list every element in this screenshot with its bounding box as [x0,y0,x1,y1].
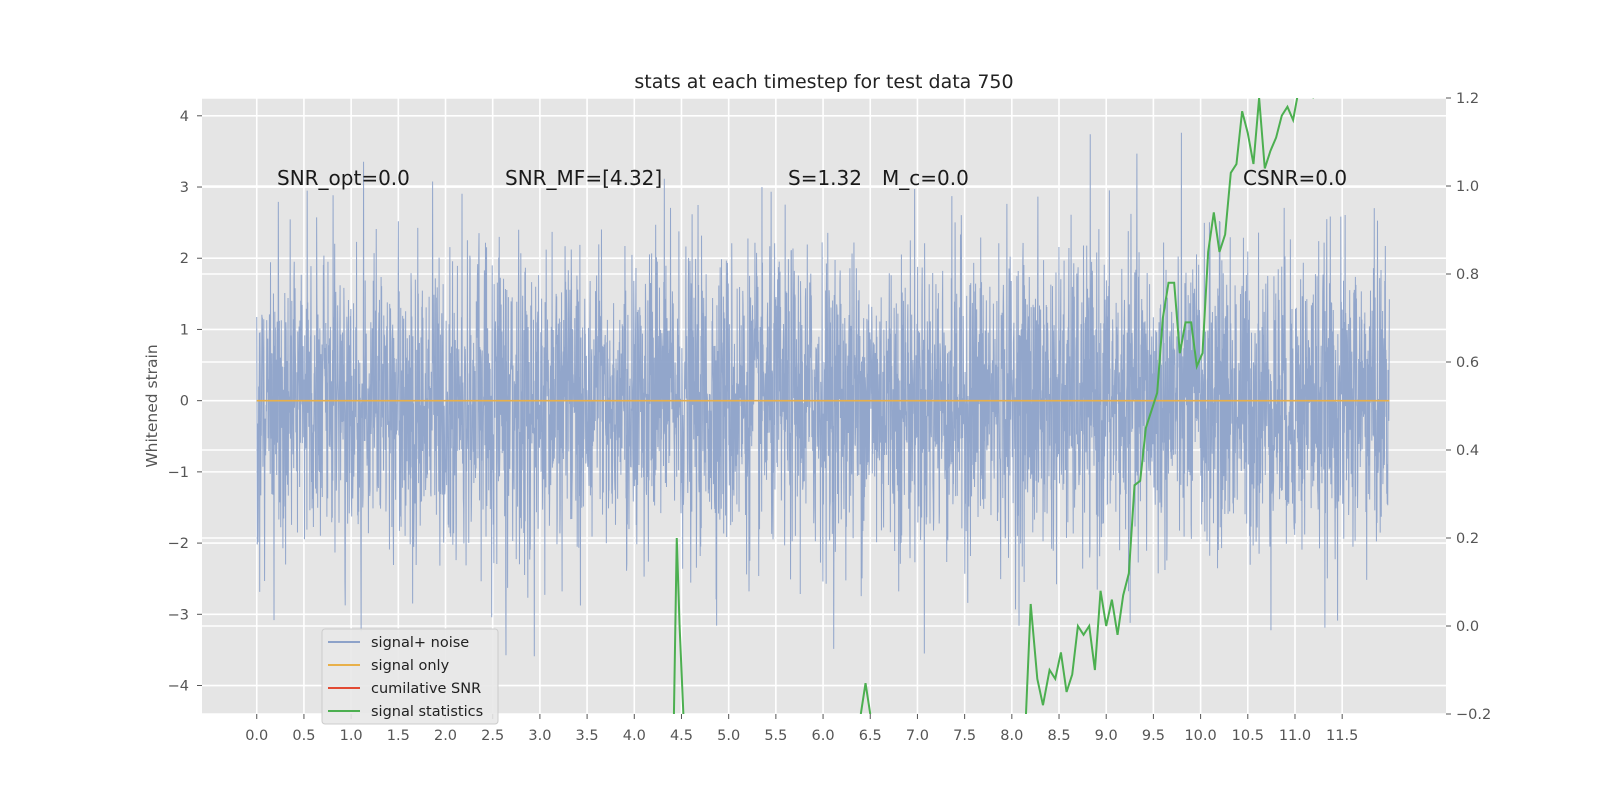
x-tick-label: 11.5 [1326,728,1358,744]
x-tick-label: 0.5 [292,728,315,744]
y2-tick-label: 1.2 [1456,91,1479,107]
x-tick-label: 4.5 [670,728,693,744]
annotation-3: M_c=0.0 [882,166,969,190]
x-tick-label: 10.5 [1232,728,1264,744]
x-tick-label: 2.0 [434,728,457,744]
y2-tick-label: −0.2 [1456,707,1491,723]
y-tick-label: −1 [168,465,189,481]
series-signal-statistics [672,537,685,714]
x-tick-label: 2.5 [481,728,504,744]
y-tick-label: 2 [180,251,189,267]
y2-tick-label: 0.0 [1456,619,1479,635]
series-signal-plus-noise [256,132,1390,657]
series-signal-statistics [1024,98,1314,714]
legend-entry: cumilative SNR [371,681,481,697]
legend-entry: signal+ noise [371,635,469,651]
y2-tick-label: 0.8 [1456,267,1479,283]
x-tick-label: 0.0 [245,728,268,744]
annotation-4: CSNR=0.0 [1243,166,1347,190]
y-tick-label: 0 [180,394,189,410]
series-signal-statistics [859,683,872,714]
x-tick-label: 9.0 [1095,728,1118,744]
y-tick-label: −3 [168,607,189,623]
chart-title: stats at each timestep for test data 750 [634,71,1013,93]
x-tick-label: 8.0 [1000,728,1023,744]
annotation-0: SNR_opt=0.0 [277,166,410,190]
x-tick-label: 9.5 [1142,728,1165,744]
annotations: SNR_opt=0.0 SNR_MF=[4.32] S=1.32 M_c=0.0 CSN… [277,166,1347,190]
x-tick-label: 7.5 [953,728,976,744]
y-tick-label: 4 [180,109,189,125]
x-tick-label: 3.0 [528,728,551,744]
y2-tick-label: 1.0 [1456,179,1479,195]
y2-tick-label: 0.6 [1456,355,1479,371]
x-tick-label: 8.5 [1047,728,1070,744]
y2-tick-label: 0.4 [1456,443,1479,459]
legend[interactable]: signal+ noise signal only cumilative SNR si… [321,628,499,725]
x-tick-label: 7.0 [906,728,929,744]
legend-box [321,628,499,725]
x-tick-label: 6.5 [859,728,882,744]
y-tick-label: −4 [168,679,189,695]
annotation-1: SNR_MF=[4.32] [505,166,662,190]
legend-entry: signal only [371,658,450,674]
ticks: 0.0 0.5 1.0 1.5 2.0 2.5 3.0 3.5 4.0 4.5 5.0 5.5 6.0 6… [168,91,1492,744]
legend-entry: signal statistics [371,704,483,720]
series-layer [256,98,1390,714]
x-tick-label: 4.0 [623,728,646,744]
x-tick-label: 5.0 [717,728,740,744]
x-tick-label: 10.0 [1184,728,1216,744]
x-tick-label: 6.0 [812,728,835,744]
x-tick-label: 3.5 [576,728,599,744]
y-tick-label: −2 [168,536,189,552]
y2-tick-label: 0.2 [1456,531,1479,547]
x-tick-label: 1.5 [387,728,410,744]
x-tick-label: 11.0 [1279,728,1311,744]
y-tick-label: 1 [180,322,189,338]
x-tick-label: 1.0 [340,728,363,744]
y-axis-label: Whitened strain [143,344,161,467]
y-tick-label: 3 [180,180,189,196]
x-tick-label: 5.5 [764,728,787,744]
annotation-2: S=1.32 [788,166,862,190]
